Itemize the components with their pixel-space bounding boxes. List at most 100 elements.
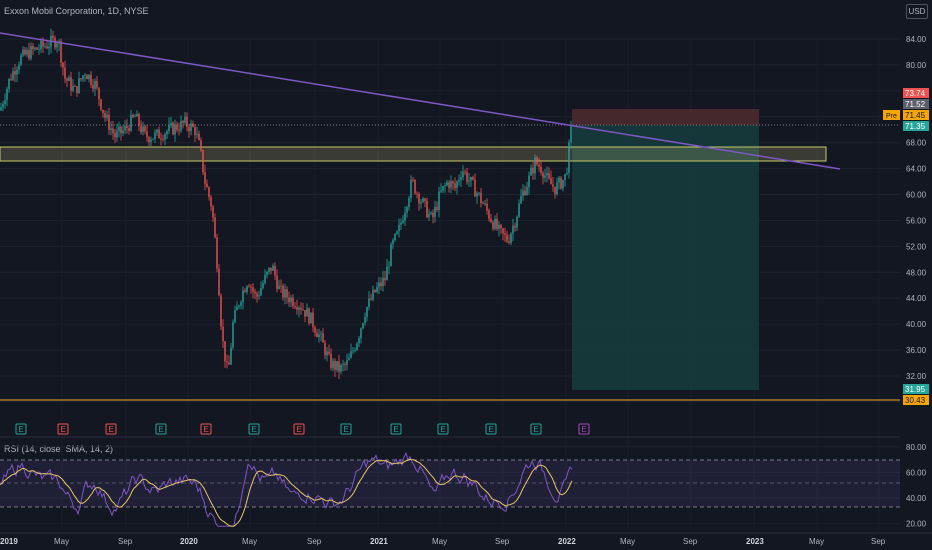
- candle-body: [246, 286, 248, 292]
- candle-body: [10, 78, 12, 80]
- pre-price-tag: [903, 110, 929, 120]
- candle-body: [320, 333, 322, 335]
- candle-body: [258, 295, 260, 297]
- candle-body: [218, 268, 220, 296]
- currency-badge[interactable]: USD: [906, 4, 928, 19]
- candle-body: [426, 200, 428, 218]
- candle-body: [0, 107, 2, 111]
- candle-body: [336, 361, 338, 370]
- candle-body: [198, 133, 200, 141]
- candle-body: [206, 183, 208, 188]
- candle-body: [384, 277, 386, 281]
- candle-body: [392, 240, 394, 245]
- candle-body: [460, 177, 462, 180]
- candle-body: [522, 190, 524, 197]
- candle-body: [458, 179, 460, 182]
- candle-body: [332, 360, 334, 369]
- candle-body: [476, 193, 478, 197]
- earnings-letter: E: [297, 425, 302, 434]
- earnings-icon[interactable]: [248, 423, 260, 435]
- earnings-icon[interactable]: [105, 423, 117, 435]
- candle-body: [228, 362, 230, 365]
- candle-body: [36, 47, 38, 50]
- candle-body: [118, 126, 120, 131]
- candle-body: [260, 287, 262, 296]
- time-tick: 2020: [180, 537, 198, 546]
- candle-body: [140, 126, 142, 133]
- earnings-icon[interactable]: [155, 423, 167, 435]
- rsi-tick: 40.00: [906, 494, 927, 503]
- support-price-tag: [903, 395, 929, 405]
- take-profit-zone[interactable]: [572, 125, 759, 390]
- candle-body: [4, 100, 6, 105]
- earnings-icon[interactable]: [15, 423, 27, 435]
- candle-body: [358, 338, 360, 344]
- candle-body: [266, 271, 268, 275]
- candle-body: [60, 41, 62, 63]
- time-axis[interactable]: 2019 May Sep 2020 May Sep 2021 May Sep 2022 May Sep…: [0, 537, 886, 546]
- last-price-label: 71.35: [905, 122, 926, 131]
- candle-body: [48, 46, 50, 49]
- earnings-icon[interactable]: [437, 423, 449, 435]
- earnings-icon[interactable]: [293, 423, 305, 435]
- candle-body: [464, 171, 466, 173]
- resistance-zone[interactable]: [0, 146, 827, 162]
- candle-body: [322, 333, 324, 343]
- candle-body: [448, 182, 450, 188]
- candle-body: [386, 266, 388, 281]
- candle-body: [24, 49, 26, 55]
- candle-body: [88, 74, 90, 80]
- earnings-icon[interactable]: [340, 423, 352, 435]
- candle-body: [22, 49, 24, 56]
- candle-body: [214, 217, 216, 238]
- earnings-letter: E: [344, 425, 349, 434]
- candle-body: [202, 150, 204, 173]
- earnings-icon[interactable]: [200, 423, 212, 435]
- candle-body: [28, 50, 30, 59]
- candle-body: [528, 175, 530, 188]
- candle-body: [330, 353, 332, 369]
- earnings-icon[interactable]: [530, 423, 542, 435]
- stop-loss-zone[interactable]: [572, 109, 759, 125]
- candle-body: [80, 78, 82, 80]
- candle-body: [220, 295, 222, 327]
- candle-body: [398, 224, 400, 232]
- candle-body: [242, 290, 244, 303]
- candle-body: [404, 212, 406, 221]
- candle-body: [548, 173, 550, 179]
- earnings-icon[interactable]: [578, 423, 590, 435]
- candle-body: [102, 109, 104, 114]
- candle-body: [156, 129, 158, 133]
- candle-body: [318, 334, 320, 338]
- trendline[interactable]: [0, 32, 841, 170]
- candle-body: [286, 289, 288, 298]
- candle-body: [238, 305, 240, 307]
- candle-body: [18, 64, 20, 70]
- candle-body: [430, 212, 432, 214]
- earnings-letter: E: [489, 425, 494, 434]
- candle-body: [64, 67, 66, 79]
- candle-body: [454, 183, 456, 188]
- price-tick: 68.00: [906, 139, 927, 148]
- candle-body: [450, 181, 452, 188]
- candle-body: [222, 326, 224, 342]
- earnings-icon[interactable]: [57, 423, 69, 435]
- earnings-icon[interactable]: [390, 423, 402, 435]
- candle-body: [212, 206, 214, 218]
- candle-body: [204, 172, 206, 184]
- candle-body: [312, 312, 314, 328]
- candle-body: [14, 71, 16, 75]
- price-tick: 40.00: [906, 320, 927, 329]
- candle-body: [436, 206, 438, 210]
- earnings-icon[interactable]: [485, 423, 497, 435]
- candle-body: [348, 357, 350, 361]
- candle-body: [510, 233, 512, 243]
- rsi-axis[interactable]: 80.00 60.00 40.00 20.00: [906, 443, 927, 529]
- candle-body: [530, 167, 532, 176]
- candle-body: [52, 35, 54, 38]
- earnings-letter: E: [159, 425, 164, 434]
- candle-body: [108, 114, 110, 130]
- time-tick: Sep: [683, 537, 698, 546]
- candle-body: [178, 129, 180, 131]
